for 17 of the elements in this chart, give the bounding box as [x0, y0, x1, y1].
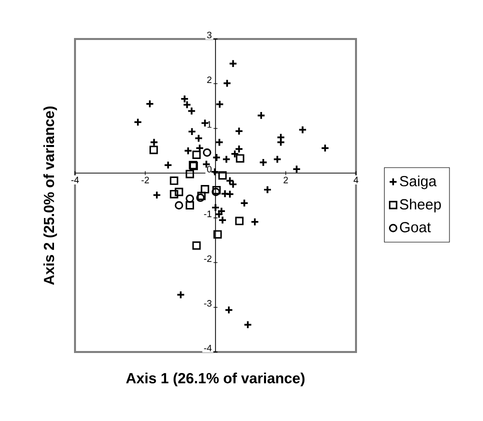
y-tick-label: -1 [204, 210, 212, 218]
y-axis-title: Axis 2 (25.0% of variance) [43, 106, 58, 285]
x-axis-title: Axis 1 (26.1% of variance) [126, 372, 304, 386]
y-tick-label: 3 [207, 32, 212, 38]
y-tick-label: -3 [204, 300, 212, 307]
x-tick-label: -4 [71, 176, 79, 184]
x-tick-label: 4 [354, 176, 358, 184]
y-tick-label: -4 [204, 344, 212, 352]
y-tick-label: 1 [207, 121, 212, 128]
y-tick-label: 2 [207, 76, 212, 83]
y-tick-label: 0 [207, 166, 212, 172]
legend-label: Saiga [400, 176, 437, 190]
x-tick-label: -2 [142, 176, 149, 184]
legend-label: Sheep [400, 198, 441, 212]
y-tick-label: -2 [204, 255, 212, 262]
x-tick-label: 2 [284, 176, 288, 184]
legend-label: Goat [400, 222, 431, 232]
